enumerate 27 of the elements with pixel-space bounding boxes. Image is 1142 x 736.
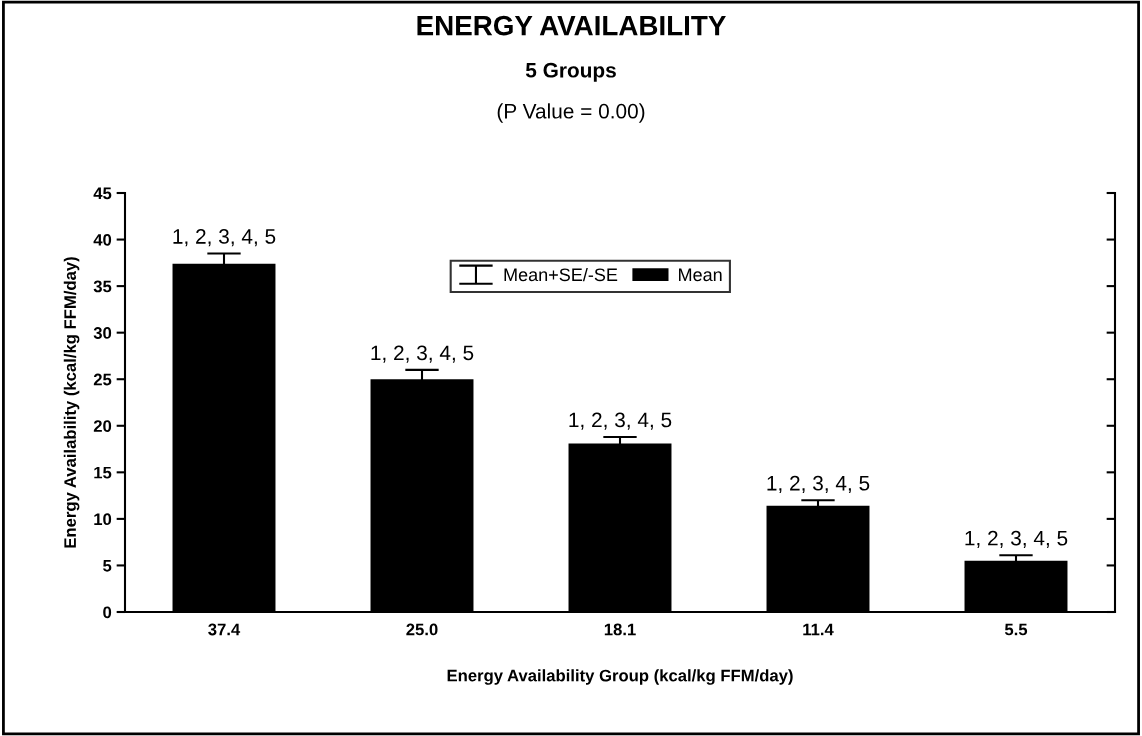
annotation: 1, 2, 3, 4, 5	[569, 412, 672, 430]
legend-label: Mean	[679, 268, 722, 282]
y-tick-label: 45	[93, 187, 112, 200]
y-tick-label: 25	[93, 373, 112, 386]
x-tick-label: 18.1	[604, 623, 636, 636]
annotation: 1, 2, 3, 4, 5	[371, 345, 474, 363]
y-tick-label: 20	[93, 420, 112, 432]
annotation: Mean+SE/-SE	[504, 267, 618, 282]
x-tick-label: 5.5	[1004, 623, 1028, 636]
chart-subtitle: 5 Groups	[525, 62, 616, 82]
chart-title: ENERGY AVAILABILITY	[417, 15, 726, 36]
annotation: 1, 2, 3, 4, 5	[767, 475, 870, 494]
y-tick-label: 35	[93, 280, 112, 293]
x-tick-label: 25.0	[406, 623, 438, 636]
y-axis-title: Energy Availability (kcal/kg FFM/day)	[63, 257, 80, 548]
y-tick-label: 10	[94, 513, 112, 526]
annotation: 1, 2, 3, 4, 5	[173, 229, 276, 247]
text: (P Value = 0.00)	[497, 103, 645, 123]
x-tick-label: 37.4	[208, 623, 241, 636]
y-tick-label: 40	[93, 233, 112, 246]
annotation: 1, 2, 3, 4, 5	[965, 530, 1068, 548]
y-tick-label: 5	[103, 560, 112, 572]
y-tick-label: 30	[93, 327, 112, 339]
x-axis-title: Energy Availability Group (kcal/kg FFM/day)	[447, 669, 793, 685]
y-tick-label: 0	[103, 606, 112, 619]
y-tick-label: 15	[94, 466, 112, 479]
x-tick-label: 11.4	[803, 623, 834, 636]
